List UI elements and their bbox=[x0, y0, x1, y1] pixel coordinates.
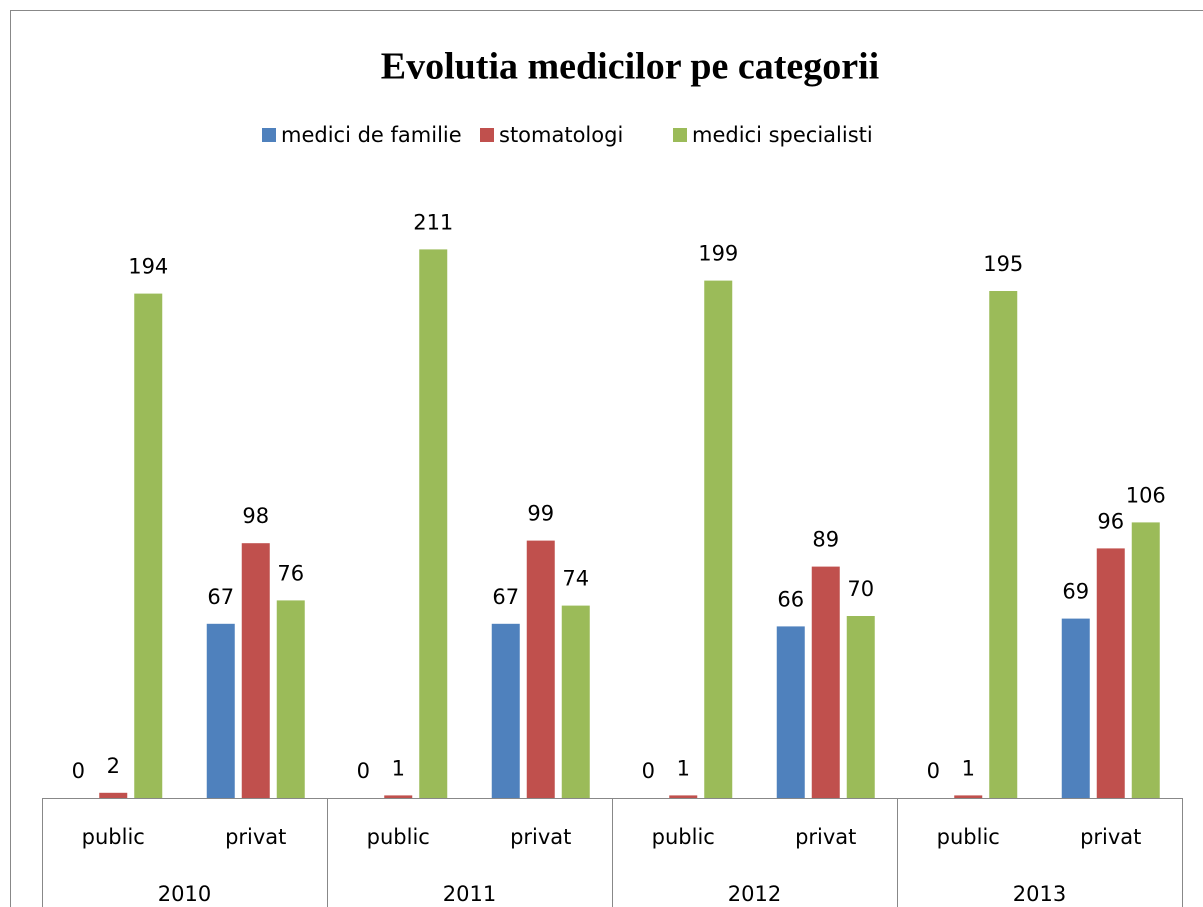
x-tick-label: public bbox=[937, 825, 1000, 849]
data-label: 70 bbox=[847, 577, 874, 601]
data-label: 89 bbox=[812, 528, 839, 552]
x-tick-label: privat bbox=[225, 825, 286, 849]
x-tick-label: public bbox=[652, 825, 715, 849]
data-label: 99 bbox=[527, 502, 554, 526]
bar bbox=[776, 626, 805, 798]
data-label: 0 bbox=[927, 759, 940, 783]
group-label: 2011 bbox=[443, 882, 496, 906]
legend-swatch bbox=[480, 128, 494, 142]
data-label: 0 bbox=[357, 759, 370, 783]
x-tick-label: public bbox=[367, 825, 430, 849]
bar bbox=[99, 792, 128, 798]
bar bbox=[1061, 618, 1090, 798]
bar bbox=[276, 600, 305, 798]
data-label: 195 bbox=[983, 252, 1023, 276]
bar bbox=[384, 795, 413, 798]
bar bbox=[846, 616, 875, 798]
data-label: 1 bbox=[962, 756, 975, 780]
data-label: 69 bbox=[1062, 580, 1089, 604]
legend-label: stomatologi bbox=[499, 123, 623, 147]
data-label: 67 bbox=[207, 585, 234, 609]
legend-label: medici specialisti bbox=[692, 123, 873, 147]
data-label: 66 bbox=[777, 587, 804, 611]
data-label: 199 bbox=[698, 242, 738, 266]
data-label: 74 bbox=[562, 567, 589, 591]
bar bbox=[206, 623, 235, 798]
data-label: 96 bbox=[1097, 509, 1124, 533]
data-label: 194 bbox=[128, 255, 168, 279]
bar bbox=[669, 795, 698, 798]
data-label: 0 bbox=[72, 759, 85, 783]
x-tick-label: privat bbox=[795, 825, 856, 849]
data-label: 67 bbox=[492, 585, 519, 609]
bar bbox=[1096, 548, 1125, 798]
group-label: 2010 bbox=[158, 882, 211, 906]
bar bbox=[561, 605, 590, 798]
bar bbox=[954, 795, 983, 798]
bar bbox=[989, 291, 1018, 798]
x-tick-label: privat bbox=[510, 825, 571, 849]
x-tick-label: public bbox=[82, 825, 145, 849]
bar bbox=[491, 623, 520, 798]
chart-title: Evolutia medicilor pe categorii bbox=[381, 46, 880, 88]
data-label: 98 bbox=[242, 504, 269, 528]
bar bbox=[134, 293, 163, 798]
bar bbox=[241, 543, 270, 798]
data-label: 0 bbox=[642, 759, 655, 783]
bar bbox=[419, 249, 448, 798]
bar bbox=[526, 540, 555, 798]
legend-swatch bbox=[673, 128, 687, 142]
legend-label: medici de familie bbox=[281, 123, 462, 147]
data-label: 2 bbox=[107, 754, 120, 778]
bar bbox=[811, 566, 840, 798]
data-label: 106 bbox=[1126, 483, 1166, 507]
data-label: 211 bbox=[413, 210, 453, 234]
group-label: 2012 bbox=[728, 882, 781, 906]
data-label: 1 bbox=[677, 756, 690, 780]
legend-swatch bbox=[262, 128, 276, 142]
bar bbox=[1131, 522, 1160, 798]
x-tick-label: privat bbox=[1080, 825, 1141, 849]
group-label: 2013 bbox=[1013, 882, 1066, 906]
bar bbox=[704, 280, 733, 799]
data-label: 1 bbox=[392, 756, 405, 780]
data-label: 76 bbox=[277, 561, 304, 585]
